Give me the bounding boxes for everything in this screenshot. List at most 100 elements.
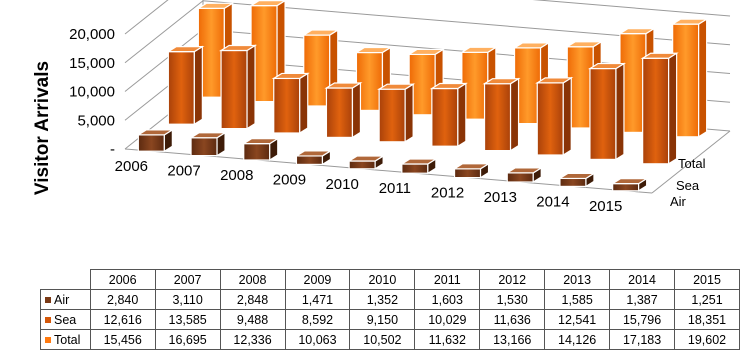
bar [670, 18, 709, 138]
table-header-row: 2006 2007 2008 2009 2010 2011 2012 2013 2014 2015 [40, 269, 740, 290]
bar-front [325, 87, 354, 139]
bar-front [559, 177, 587, 187]
table-cell: 2,848 [219, 289, 286, 310]
table-year-header: 2014 [609, 269, 676, 290]
bar-front [431, 87, 459, 147]
table-cell: 18,351 [674, 309, 740, 330]
bar [399, 157, 438, 175]
x-axis: 2006 2007 2008 2009 2010 2011 2012 2013 2014 2015 [115, 158, 623, 215]
table-cell: 1,251 [674, 289, 740, 310]
bar-top [324, 82, 363, 89]
table-cell: 1,585 [544, 289, 611, 310]
bar-top [241, 138, 280, 145]
bar [482, 77, 521, 152]
bar-side [193, 45, 203, 126]
table-cell: 10,502 [349, 329, 416, 350]
bar-side [351, 81, 362, 139]
table-cell: 11,636 [479, 309, 546, 330]
table-cell: 1,387 [609, 289, 676, 310]
gridline [532, 0, 731, 17]
x-tick-label: 2014 [536, 193, 569, 210]
table-year-header: 2009 [284, 269, 351, 290]
gridline-side [124, 0, 204, 64]
bar [347, 154, 386, 170]
bar-front [220, 49, 248, 130]
x-tick-label: 2006 [115, 158, 148, 175]
bar-top [610, 178, 649, 185]
table-cell: 10,029 [414, 309, 481, 330]
bar-front [483, 83, 512, 152]
bar-side [615, 62, 625, 161]
table-year-header: 2008 [219, 269, 286, 290]
bar-front [273, 77, 301, 134]
y-tick-label: 5,000 [77, 112, 115, 129]
bar-top [459, 46, 498, 53]
bar [241, 137, 280, 162]
table-year-header: 2012 [479, 269, 546, 290]
table-cell: 10,063 [284, 329, 351, 350]
bar [188, 131, 228, 157]
bar-front [190, 137, 218, 157]
table-cell: 1,603 [414, 289, 481, 310]
table-cell: 1,352 [349, 289, 416, 310]
table-cell: 11,632 [414, 329, 481, 350]
bar-top [640, 52, 679, 59]
bar-front [536, 82, 564, 156]
bar-top [482, 78, 521, 85]
table-cell: 14,126 [544, 329, 611, 350]
bar-top [354, 46, 393, 54]
bar-front [612, 183, 640, 192]
table-year-header: 2010 [349, 269, 416, 290]
bar [505, 166, 544, 184]
series-depth-label: Sea [676, 178, 700, 193]
data-table: 2006 2007 2008 2009 2010 2011 2012 2013 2014 2015… [40, 269, 740, 350]
bar [452, 162, 491, 179]
table-cell: 16,695 [154, 329, 221, 350]
table-year-header: 2011 [414, 269, 481, 290]
floor-right-edge [651, 130, 731, 194]
bar [166, 45, 205, 126]
bar-side [698, 18, 708, 138]
bar-top [565, 41, 604, 48]
table-cell: 8,592 [284, 309, 351, 330]
bar-top [670, 18, 709, 25]
bar-top [535, 77, 574, 84]
x-tick-label: 2007 [167, 163, 200, 180]
table-year-header: 2015 [674, 269, 740, 290]
bar-front [348, 160, 376, 170]
x-tick-label: 2008 [220, 167, 253, 184]
legend-swatch [45, 297, 51, 304]
bar-side [668, 52, 678, 165]
y-tick-label: - [110, 141, 115, 158]
table-cell: 13,585 [154, 309, 221, 330]
table-cell: 12,336 [219, 329, 286, 350]
bar-top [301, 29, 340, 36]
x-tick-label: 2012 [431, 185, 464, 202]
bar [587, 62, 627, 161]
bar-top [271, 72, 310, 80]
bar [377, 83, 416, 143]
bar-top [347, 155, 386, 162]
table-year-header: 2006 [89, 269, 156, 290]
bar-top [188, 132, 228, 139]
table-corner [40, 269, 91, 290]
bar-top [218, 44, 258, 52]
series-label: Sea [54, 312, 77, 327]
bar [294, 149, 333, 166]
table-row: Air 2,840 3,110 2,848 1,471 1,352 1,603 1,530 1,… [40, 289, 740, 310]
bar [610, 177, 649, 192]
gridline-side [124, 29, 204, 92]
table-row-header: Sea [40, 309, 91, 330]
bar-top [617, 27, 657, 35]
bar-top [399, 158, 438, 165]
bar [535, 76, 574, 157]
legend-swatch [45, 337, 51, 344]
y-axis: - 5,000 10,000 15,000 20,000 [69, 26, 115, 158]
table-cell: 1,530 [479, 289, 546, 310]
bar-top [248, 0, 288, 7]
bar-front [453, 168, 482, 179]
bar-front [167, 51, 195, 125]
table-year-header: 2007 [154, 269, 221, 290]
series-label: Air [54, 292, 70, 307]
